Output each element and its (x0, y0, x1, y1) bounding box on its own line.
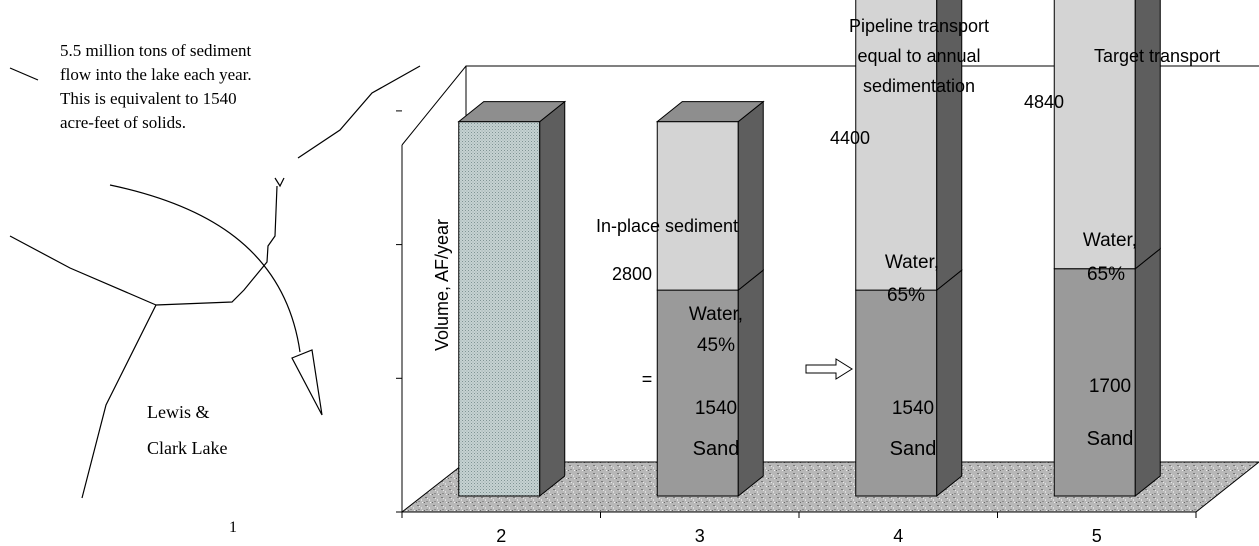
bar-5-water (1053, 0, 1161, 270)
tributary-left (9, 235, 157, 306)
bar-3-water-label-line-1: Water, (689, 304, 743, 325)
chart: Volume, AF/year 2 3 4 5 In-place sediment 2… (396, 0, 1259, 546)
y-axis-ticks (396, 110, 402, 513)
bar-3-sand-value: 1540 (695, 398, 737, 419)
bar-3-water (655, 100, 765, 292)
bar-5-sand-label: Sand (1087, 428, 1134, 450)
river-tick (274, 177, 285, 188)
bar-3-water-top (655, 101, 765, 123)
sediment-note: 5.5 million tons of sediment flow into t… (60, 41, 256, 132)
bar-3-water-front (656, 121, 739, 291)
bar-4-sand-value: 1540 (892, 398, 934, 419)
bar-4-sand (855, 269, 963, 498)
pipeline-title-line-2: equal to annual (857, 46, 980, 66)
sediment-note-line-1: 5.5 million tons of sediment (60, 41, 252, 60)
sediment-note-line-4: acre-feet of solids. (60, 113, 186, 132)
bar-4-sand-front (855, 289, 938, 497)
pipeline-title-line-1: Pipeline transport (849, 16, 989, 36)
stray-mark: 1 (229, 519, 237, 536)
lake-label-line-1: Lewis & (147, 402, 210, 422)
bar-4-water-label-line-2: 65% (887, 285, 925, 306)
map-sketch: 5.5 million tons of sediment flow into t… (9, 41, 421, 536)
right-arrow-icon (805, 358, 853, 380)
bar-4-water-front (855, 0, 938, 291)
x-tick-label-3: 3 (695, 526, 705, 546)
river-bank-upper (297, 65, 421, 159)
bar-4-water-label-line-1: Water, (885, 252, 939, 273)
bar-2-in-place-front (458, 121, 541, 497)
in-place-total-label: 2800 (612, 264, 652, 284)
river-bank-lower (81, 185, 278, 499)
bar-5-water-front (1053, 0, 1136, 270)
bar-3-water-label-line-2: 45% (697, 335, 735, 356)
bar-2-in-place-top (457, 101, 567, 123)
bar-2-in-place (457, 100, 567, 498)
x-tick-label-4: 4 (893, 526, 903, 546)
bar-2-in-place-side (539, 100, 566, 498)
x-tick-label-2: 2 (496, 526, 506, 546)
x-tick-label-5: 5 (1092, 526, 1102, 546)
y-axis-label: Volume, AF/year (432, 219, 452, 351)
bar-5-water-side (1134, 0, 1161, 270)
flow-curve (109, 184, 301, 353)
lake-label: Lewis & Clark Lake (147, 402, 227, 458)
bar-4-sand-side (936, 269, 963, 498)
bar-5-sand-front (1053, 268, 1136, 497)
bar-5-sand-side (1134, 247, 1161, 498)
in-place-title: In-place sediment (596, 216, 738, 236)
target-title: Target transport (1094, 46, 1220, 66)
x-axis-ticks: 2 3 4 5 (401, 512, 1197, 546)
bar-5-water-label-line-2: 65% (1087, 264, 1125, 285)
pipeline-title-line-3: sedimentation (863, 76, 975, 96)
bar-3-water-side (737, 100, 764, 292)
sediment-note-line-2: flow into the lake each year. (60, 65, 252, 84)
bar-5-sand-value: 1700 (1089, 376, 1131, 397)
flow-arrow-icon (291, 349, 323, 416)
bar-3-sand-label: Sand (693, 438, 740, 460)
bar-4-water-side (936, 0, 963, 292)
sediment-note-line-3: This is equivalent to 1540 (60, 89, 237, 108)
bar-4-total-label: 4400 (830, 128, 870, 148)
bar-4-water (855, 0, 963, 292)
shoreline-segment (9, 67, 39, 81)
equals-sign: = (642, 369, 653, 389)
lake-label-line-2: Clark Lake (147, 438, 227, 458)
bar-5-water-label-line-1: Water, (1083, 230, 1137, 251)
bar-5-sand (1053, 247, 1161, 498)
bars (457, 0, 1161, 498)
bar-4-sand-label: Sand (890, 438, 937, 460)
bar-5-total-label: 4840 (1024, 92, 1064, 112)
